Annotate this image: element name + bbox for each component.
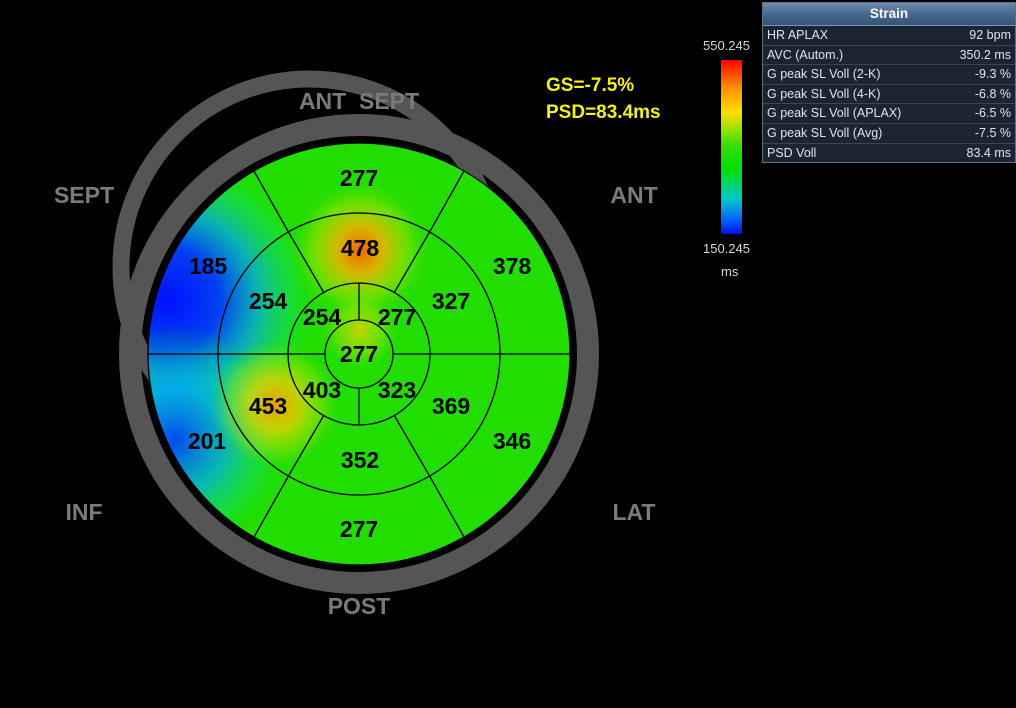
wall-label-ant: ANT [610, 182, 657, 208]
global-strain-label: GS=-7.5% [546, 75, 635, 96]
outer-ring [119, 114, 599, 594]
segment-value-basal-infsept: 201 [188, 428, 227, 454]
segment-value-basal-inf: 277 [340, 516, 378, 542]
segment-value-mid-inflat: 369 [432, 393, 470, 419]
wall-label-post: POST [328, 593, 391, 619]
segment-value-apical-inf: 403 [303, 377, 341, 403]
segment-value-mid-ant: 478 [341, 235, 380, 261]
strain-row-aplax: G peak SL Voll (APLAX) -6.5 % [763, 104, 1015, 124]
strain-row-value: -7.5 % [974, 125, 1011, 140]
color-scale-max: 550.245 [703, 38, 750, 53]
wall-label-lat: LAT [612, 499, 655, 525]
wall-label-ant-sept: ANT SEPT [299, 88, 419, 114]
segment-value-basal-ant: 277 [340, 165, 378, 191]
spoke-basal-infsept [253, 474, 290, 538]
wall-label-sept: SEPT [54, 182, 114, 208]
spoke-mid-inflat [393, 414, 430, 476]
strain-row-value: 350.2 ms [959, 47, 1011, 62]
segment-value-apex: 277 [340, 341, 378, 367]
segment-value-mid-infsept: 453 [249, 393, 287, 419]
strain-row-label: AVC (Autom.) [767, 47, 844, 62]
strain-row-value: 92 bpm [969, 28, 1011, 42]
spoke-mid-infsept [288, 414, 325, 476]
spoke-mid-antlat [393, 232, 430, 294]
strain-row-2k: G peak SL Voll (2-K) -9.3 % [763, 65, 1015, 85]
segment-value-basal-antsept: 185 [189, 253, 228, 279]
segment-value-mid-antsept: 254 [249, 288, 288, 314]
wall-label-inf: INF [65, 499, 102, 525]
strain-row-psd: PSD Voll 83.4 ms [763, 144, 1015, 163]
segment-value-apical-lat: 323 [378, 377, 416, 403]
strain-row-4k: G peak SL Voll (4-K) -6.8 % [763, 85, 1015, 105]
strain-row-value: -9.3 % [974, 67, 1011, 82]
spoke-basal-antsept [253, 170, 290, 234]
spoke-basal-inflat [428, 474, 465, 538]
strain-results-panel: Strain HR APLAX 92 bpm AVC (Autom.) 350.… [762, 2, 1016, 164]
strain-panel-title: Strain [763, 3, 1015, 26]
strain-row-label: G peak SL Voll (2-K) [767, 67, 881, 82]
spoke-basal-antlat [428, 170, 465, 234]
spoke-mid-antsept [288, 232, 325, 294]
segment-value-mid-antlat: 327 [432, 288, 470, 314]
strain-row-label: G peak SL Voll (APLAX) [767, 106, 902, 121]
color-scale-bar [721, 60, 742, 234]
strain-row-value: -6.8 % [974, 86, 1011, 101]
timing-color-map [148, 143, 570, 565]
segment-value-apical-ant: 277 [378, 304, 416, 330]
strain-row-value: 83.4 ms [966, 145, 1011, 160]
segment-value-apical-sept: 254 [303, 304, 342, 330]
color-scale-unit: ms [721, 264, 739, 279]
segment-value-mid-inf: 352 [341, 447, 379, 473]
segment-value-basal-antlat: 378 [493, 253, 532, 279]
strain-row-label: G peak SL Voll (Avg) [767, 125, 883, 140]
strain-row-avg: G peak SL Voll (Avg) -7.5 % [763, 124, 1015, 144]
strain-row-label: PSD Voll [767, 145, 817, 160]
segment-value-basal-inflat: 346 [493, 428, 531, 454]
strain-row-value: -6.5 % [974, 106, 1011, 121]
strain-row-avc: AVC (Autom.) 350.2 ms [763, 46, 1015, 66]
strain-row-label: HR APLAX [767, 28, 829, 42]
color-scale-min: 150.245 [703, 241, 750, 256]
strain-row-hr: HR APLAX 92 bpm [763, 26, 1015, 46]
psd-label: PSD=83.4ms [546, 102, 661, 123]
strain-row-label: G peak SL Voll (4-K) [767, 86, 881, 101]
segment-lines [147, 142, 571, 566]
